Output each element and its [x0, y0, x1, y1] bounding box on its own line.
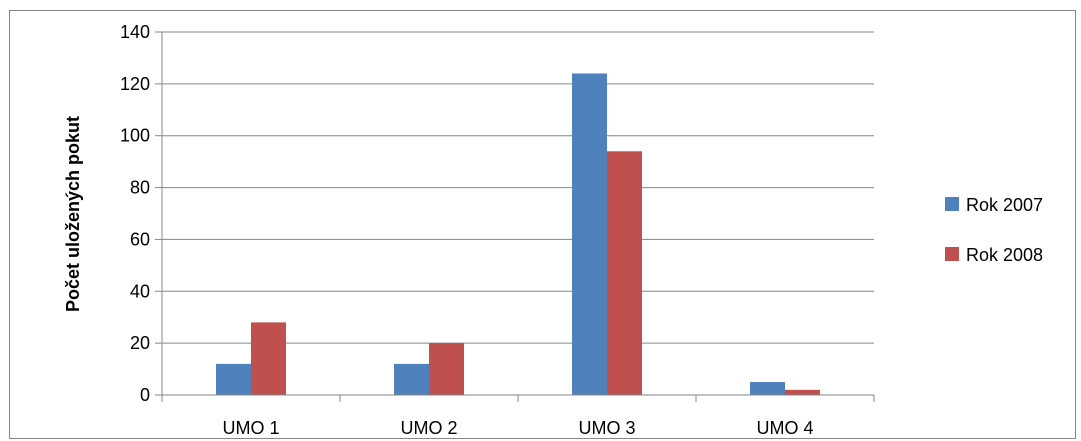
y-tick-label: 60	[130, 229, 150, 249]
x-tick-label: UMO 1	[222, 418, 279, 438]
bar-rok-2008	[251, 322, 286, 395]
bar-rok-2008	[607, 151, 642, 395]
gridlines	[162, 31, 874, 344]
y-tick-label: 40	[130, 281, 150, 301]
y-tick-label: 0	[140, 385, 150, 405]
legend: Rok 2007 Rok 2008	[945, 195, 1043, 265]
y-tick-label: 80	[130, 178, 150, 198]
x-tick-label: UMO 4	[756, 418, 813, 438]
y-axis-title: Počet uložených pokut	[63, 116, 83, 312]
y-tick-label: 20	[130, 333, 150, 353]
y-tick-label: 120	[120, 74, 150, 94]
chart-frame	[9, 10, 1076, 439]
legend-label: Rok 2007	[966, 195, 1043, 215]
y-tick-label: 140	[120, 22, 150, 42]
bar-rok-2007	[394, 363, 429, 395]
x-tick-labels: UMO 1 UMO 2 UMO 3 UMO 4	[222, 418, 813, 438]
axes	[155, 31, 875, 402]
legend-label: Rok 2008	[966, 245, 1043, 265]
x-tick-label: UMO 2	[400, 418, 457, 438]
bar-rok-2007	[216, 363, 251, 395]
bar-rok-2007	[750, 382, 785, 395]
legend-swatch	[945, 197, 959, 211]
bar-rok-2008	[785, 389, 820, 395]
bar-rok-2007	[572, 73, 607, 395]
y-tick-labels: 0 20 40 60 80 100 120 140	[120, 22, 150, 405]
bar-rok-2008	[429, 343, 464, 395]
y-tick-label: 100	[120, 126, 150, 146]
bars	[216, 73, 820, 395]
x-tick-label: UMO 3	[578, 418, 635, 438]
legend-swatch	[945, 247, 959, 261]
